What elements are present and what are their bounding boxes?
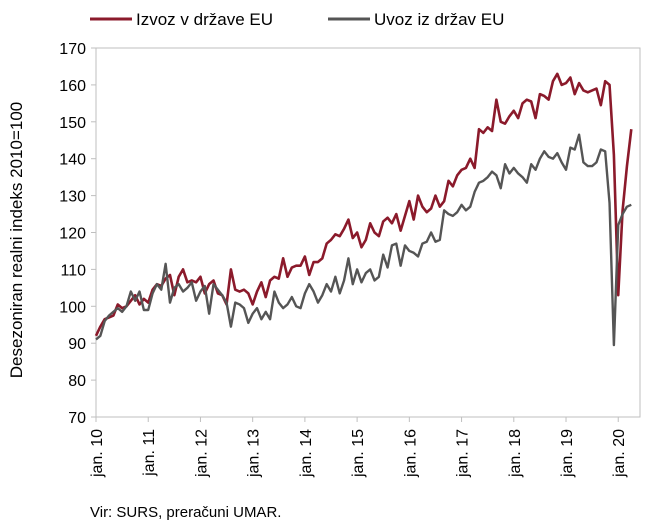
x-tick-label: jan. 13: [246, 429, 263, 478]
y-tick-label: 130: [59, 189, 86, 206]
y-tick-label: 110: [60, 262, 86, 279]
y-axis-ticks: 70 80 90 100 110 120 130 140 150 160 170: [59, 41, 96, 427]
y-tick-label: 90: [68, 336, 86, 353]
series-line-izvoz: [94, 72, 633, 337]
x-tick-label: jan. 11: [141, 429, 158, 477]
x-tick-label: jan. 12: [193, 429, 210, 478]
y-tick-label: 170: [59, 41, 86, 58]
x-tick-label: jan. 15: [350, 429, 367, 478]
y-axis-title: Desezoniran realni indeks 2010=100: [7, 102, 26, 378]
x-tick-label: jan. 18: [507, 429, 524, 478]
x-tick-label: jan. 20: [611, 429, 628, 478]
legend-label-uvoz: Uvoz iz držav EU: [374, 10, 504, 29]
y-tick-label: 120: [59, 226, 86, 243]
x-tick-label: jan. 17: [455, 429, 472, 478]
plot-frame: [95, 47, 641, 418]
y-tick-label: 140: [59, 152, 86, 169]
y-tick-label: 100: [59, 299, 86, 316]
x-tick-label: jan. 14: [298, 429, 315, 478]
legend-label-izvoz: Izvoz v države EU: [136, 10, 273, 29]
y-tick-label: 70: [68, 410, 86, 427]
x-tick-label: jan. 16: [402, 429, 419, 478]
series-lines: [94, 72, 633, 347]
x-tick-label: jan. 19: [559, 429, 576, 478]
x-axis-ticks: jan. 10 jan. 11 jan. 12 jan. 13 jan. 14 jan. …: [89, 417, 628, 478]
series-line-uvoz: [95, 133, 632, 347]
y-tick-label: 160: [59, 78, 86, 95]
x-tick-label: jan. 10: [89, 429, 106, 478]
source-note: Vir: SURS, preračuni UMAR.: [90, 504, 282, 521]
legend: Izvoz v države EU Uvoz iz držav EU: [90, 10, 504, 29]
y-tick-label: 150: [59, 115, 86, 132]
y-tick-label: 80: [68, 373, 86, 390]
